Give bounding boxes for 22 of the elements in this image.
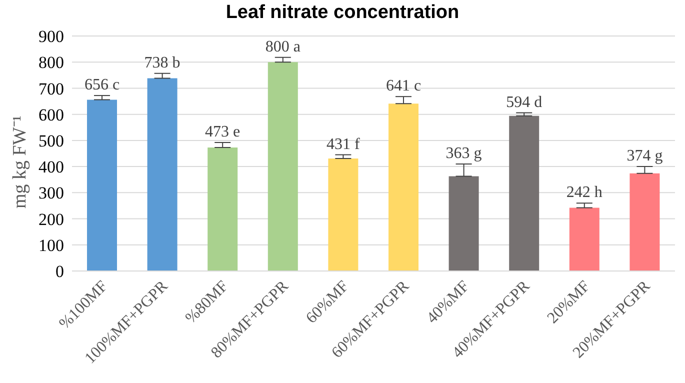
y-tick-label: 200 (38, 210, 64, 229)
y-tick-label: 0 (56, 262, 64, 282)
chart-title: Leaf nitrate concentration (224, 2, 460, 24)
data-label: 473 e (205, 124, 240, 141)
data-label: 363 g (446, 144, 482, 162)
y-tick-label: 700 (38, 79, 64, 98)
y-tick-label: 900 (38, 27, 64, 46)
y-tick-label: 600 (38, 105, 64, 124)
data-label: 594 d (506, 94, 542, 111)
data-label: 738 b (144, 54, 180, 72)
y-tick-label: 300 (38, 184, 64, 203)
y-tick-label: 800 (38, 53, 64, 72)
data-label: 242 h (566, 184, 602, 202)
data-label: 374 g (626, 148, 663, 165)
data-label: 656 c (84, 76, 120, 94)
data-label: 800 a (265, 38, 300, 56)
data-label: 641 c (386, 78, 422, 95)
y-tick-label: 400 (38, 158, 64, 177)
y-tick-label: 100 (38, 236, 64, 255)
y-tick-label: 500 (38, 131, 64, 150)
data-label: 431 f (326, 136, 361, 153)
y-axis-title: mg kg FW⁻¹ (10, 115, 31, 208)
